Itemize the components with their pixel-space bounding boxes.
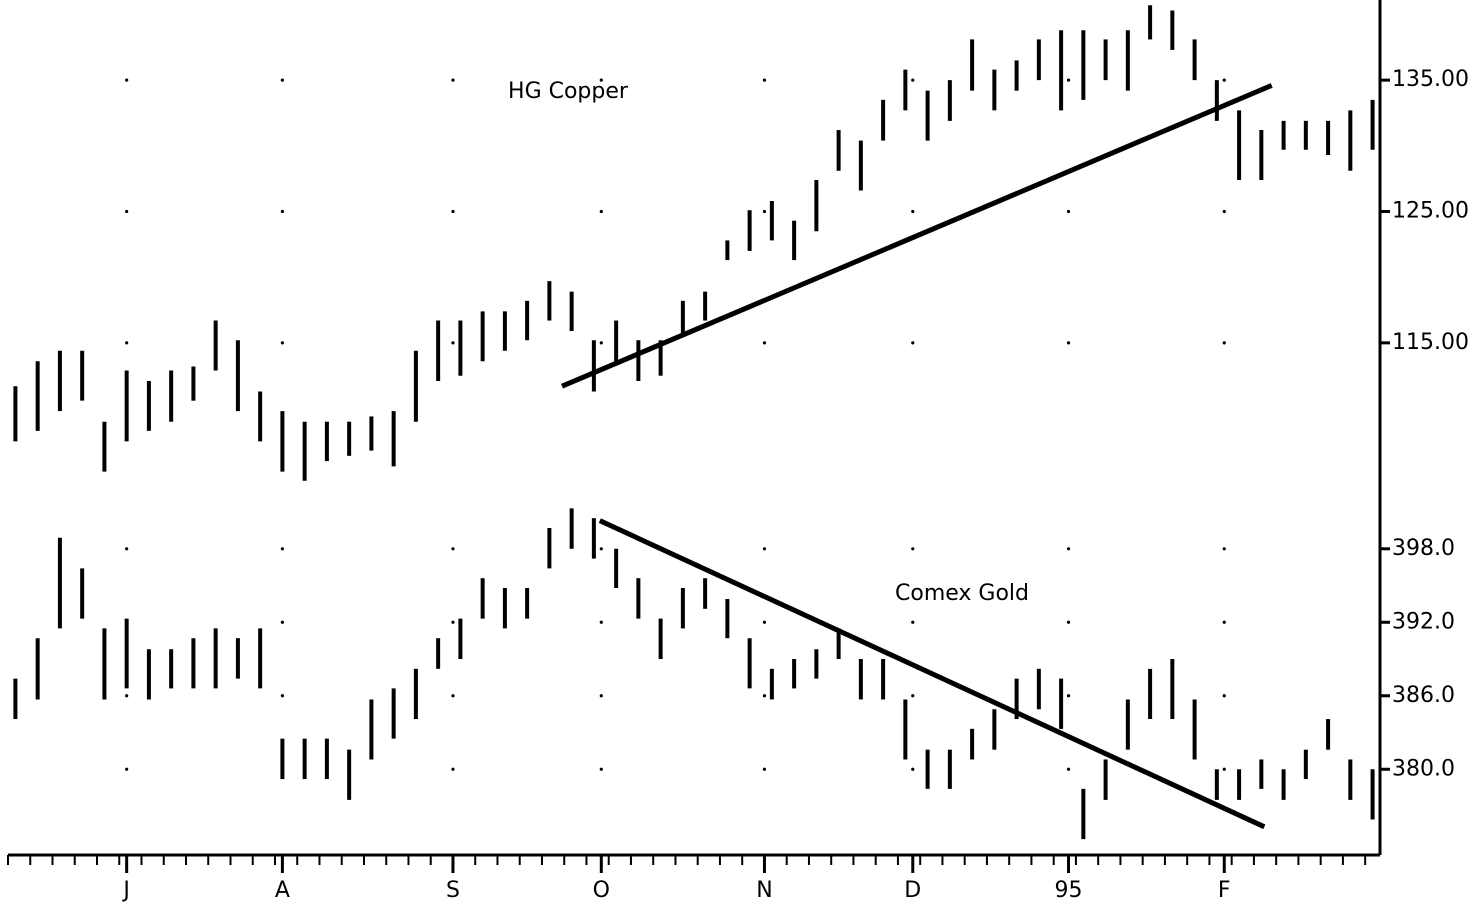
- grid-dot: [280, 694, 284, 698]
- grid-dot: [1066, 767, 1071, 771]
- grid-dot: [125, 341, 129, 345]
- grid-dot: [762, 767, 767, 771]
- x-tick-label: A: [275, 878, 290, 903]
- grid-dot: [451, 341, 455, 345]
- grid-dot: [599, 694, 603, 698]
- grid-dot: [125, 78, 129, 82]
- x-tick-label: J: [121, 878, 130, 903]
- grid-dot: [125, 694, 129, 698]
- grid-dot: [1066, 341, 1071, 345]
- grid-dot: [1066, 694, 1071, 698]
- grid-dot: [911, 620, 915, 624]
- grid-dot: [451, 767, 455, 771]
- grid-dot: [911, 78, 915, 82]
- grid-dot: [1066, 547, 1071, 551]
- grid-dot: [599, 341, 603, 345]
- x-tick-label: F: [1218, 878, 1231, 903]
- y-tick-label: 386.0: [1392, 683, 1455, 708]
- y-tick-label: 125.00: [1392, 199, 1469, 224]
- grid-dot: [280, 209, 284, 214]
- grid-dot: [1222, 341, 1226, 345]
- trendline: [598, 518, 1266, 830]
- y-tick-label: 398.0: [1392, 536, 1455, 561]
- grid-dot: [911, 341, 915, 345]
- grid-dot: [911, 209, 915, 214]
- x-tick-label: S: [446, 878, 460, 903]
- x-tick-label: N: [756, 878, 772, 903]
- grid-dot: [280, 341, 284, 345]
- grid-dot: [599, 767, 603, 771]
- trendline: [561, 83, 1273, 389]
- grid-dot: [762, 341, 767, 345]
- x-tick-label: D: [904, 878, 921, 903]
- grid-dot: [911, 547, 915, 551]
- x-tick-label: O: [593, 878, 610, 903]
- grid-dot: [1222, 767, 1226, 771]
- grid-dot: [125, 547, 129, 551]
- grid-dot: [451, 209, 455, 214]
- grid-dot: [451, 694, 455, 698]
- grid-dot: [451, 78, 455, 82]
- y-tick-label: 115.00: [1392, 330, 1469, 355]
- x-tick-label: 95: [1055, 878, 1083, 903]
- grid-dot: [125, 767, 129, 771]
- y-tick-label: 392.0: [1392, 609, 1455, 634]
- grid-dot: [1066, 78, 1071, 82]
- panel-label: Comex Gold: [895, 581, 1029, 606]
- grid-dot: [599, 547, 603, 551]
- grid-dot: [762, 620, 767, 624]
- grid-dot: [280, 620, 284, 624]
- y-tick-label: 380.0: [1392, 756, 1455, 781]
- grid-dot: [762, 547, 767, 551]
- grid-dot: [599, 620, 603, 624]
- grid-dot: [762, 209, 767, 214]
- panel-label: HG Copper: [508, 79, 629, 104]
- grid-dot: [1222, 694, 1226, 698]
- grid-dot: [451, 620, 455, 624]
- y-tick-label: 135.00: [1392, 67, 1469, 92]
- grid-dot: [1066, 620, 1071, 624]
- grid-dot: [1222, 620, 1226, 624]
- grid-dot: [599, 78, 603, 82]
- grid-dot: [1222, 209, 1226, 214]
- grid-dot: [911, 694, 915, 698]
- grid-dot: [1222, 547, 1226, 551]
- grid-dot: [451, 547, 455, 551]
- grid-dot: [762, 78, 767, 82]
- grid-dot: [1066, 209, 1071, 214]
- grid-dot: [125, 209, 129, 214]
- grid-dot: [762, 694, 767, 698]
- grid-dot: [280, 547, 284, 551]
- grid-dot: [599, 209, 603, 214]
- grid-dot: [280, 78, 284, 82]
- grid-dot: [1222, 78, 1226, 82]
- grid-dot: [911, 767, 915, 771]
